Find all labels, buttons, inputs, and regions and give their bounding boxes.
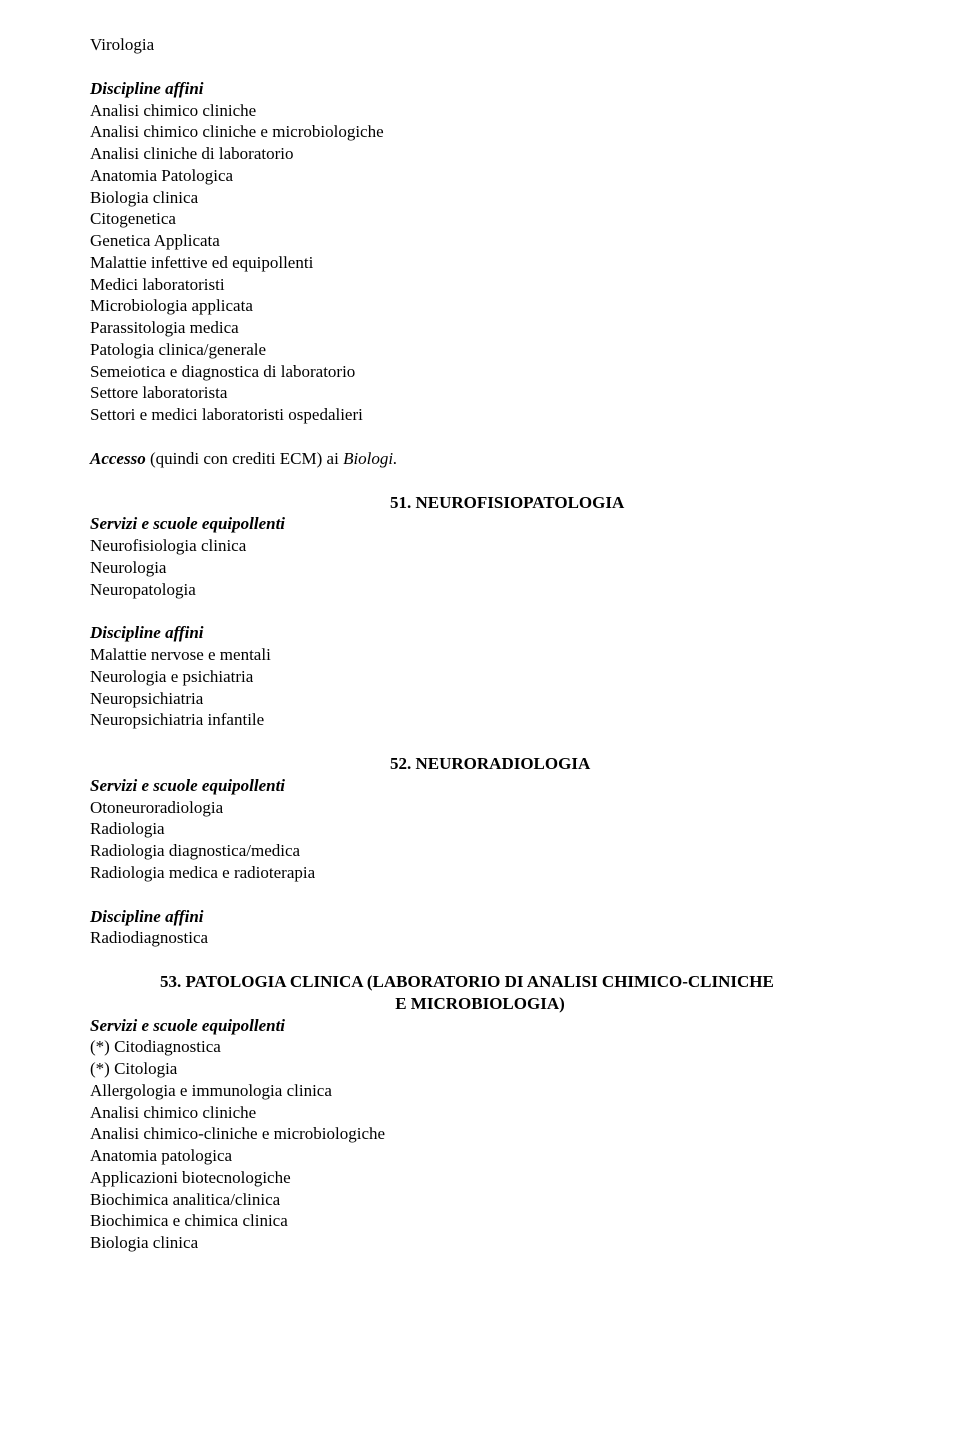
list-item: Neurologia — [90, 557, 870, 579]
list-item: Biochimica analitica/clinica — [90, 1189, 870, 1211]
list-item: Parassitologia medica — [90, 317, 870, 339]
access-line: Accesso (quindi con crediti ECM) ai Biol… — [90, 448, 870, 470]
section-heading-51: 51. NEUROFISIOPATOLOGIA — [90, 492, 870, 514]
list-item: Patologia clinica/generale — [90, 339, 870, 361]
list-item: Neuropsichiatria infantile — [90, 709, 870, 731]
blank-line — [90, 600, 870, 622]
text-line: Virologia — [90, 34, 870, 56]
section-heading-53-line2: E MICROBIOLOGIA) — [90, 993, 870, 1015]
list-item: Biologia clinica — [90, 187, 870, 209]
list-item: Settori e medici laboratoristi ospedalie… — [90, 404, 870, 426]
discipline-affini-label: Discipline affini — [90, 78, 870, 100]
blank-line — [90, 426, 870, 448]
list-item: Otoneuroradiologia — [90, 797, 870, 819]
list-item: Neurologia e psichiatria — [90, 666, 870, 688]
list-item: (*) Citologia — [90, 1058, 870, 1080]
servizi-equipollenti-label: Servizi e scuole equipollenti — [90, 513, 870, 535]
list-item: Radiodiagnostica — [90, 927, 870, 949]
list-item: Neuropatologia — [90, 579, 870, 601]
list-item: Analisi chimico cliniche e microbiologic… — [90, 121, 870, 143]
list-item: Medici laboratoristi — [90, 274, 870, 296]
list-item: Analisi cliniche di laboratorio — [90, 143, 870, 165]
blank-line — [90, 56, 870, 78]
access-prefix: Accesso — [90, 449, 146, 468]
document-page: Virologia Discipline affini Analisi chim… — [0, 0, 960, 1431]
section-heading-53-line1: 53. PATOLOGIA CLINICA (LABORATORIO DI AN… — [90, 971, 870, 993]
access-middle: (quindi con crediti ECM) ai — [146, 449, 343, 468]
list-item: Radiologia — [90, 818, 870, 840]
servizi-equipollenti-label: Servizi e scuole equipollenti — [90, 1015, 870, 1037]
list-item: Biochimica e chimica clinica — [90, 1210, 870, 1232]
list-item: (*) Citodiagnostica — [90, 1036, 870, 1058]
blank-line — [90, 470, 870, 492]
list-item: Analisi chimico cliniche — [90, 1102, 870, 1124]
list-item: Biologia clinica — [90, 1232, 870, 1254]
list-item: Genetica Applicata — [90, 230, 870, 252]
blank-line — [90, 884, 870, 906]
list-item: Analisi chimico cliniche — [90, 100, 870, 122]
list-item: Anatomia Patologica — [90, 165, 870, 187]
discipline-affini-label: Discipline affini — [90, 622, 870, 644]
list-item: Neurofisiologia clinica — [90, 535, 870, 557]
list-item: Radiologia diagnostica/medica — [90, 840, 870, 862]
list-item: Analisi chimico-cliniche e microbiologic… — [90, 1123, 870, 1145]
section-heading-52: 52. NEURORADIOLOGIA — [90, 753, 870, 775]
servizi-equipollenti-label: Servizi e scuole equipollenti — [90, 775, 870, 797]
list-item: Malattie infettive ed equipollenti — [90, 252, 870, 274]
list-item: Semeiotica e diagnostica di laboratorio — [90, 361, 870, 383]
list-item: Applicazioni biotecnologiche — [90, 1167, 870, 1189]
list-item: Microbiologia applicata — [90, 295, 870, 317]
list-item: Malattie nervose e mentali — [90, 644, 870, 666]
list-item: Allergologia e immunologia clinica — [90, 1080, 870, 1102]
list-item: Neuropsichiatria — [90, 688, 870, 710]
list-item: Radiologia medica e radioterapia — [90, 862, 870, 884]
access-suffix: Biologi. — [343, 449, 397, 468]
blank-line — [90, 731, 870, 753]
list-item: Anatomia patologica — [90, 1145, 870, 1167]
list-item: Citogenetica — [90, 208, 870, 230]
discipline-affini-label: Discipline affini — [90, 906, 870, 928]
list-item: Settore laboratorista — [90, 382, 870, 404]
blank-line — [90, 949, 870, 971]
